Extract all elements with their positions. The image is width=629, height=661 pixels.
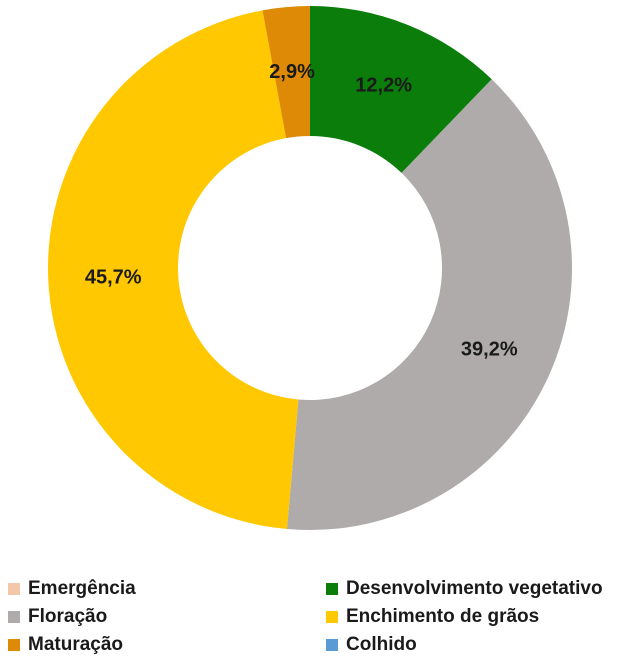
legend-label: Emergência (28, 578, 136, 599)
legend-item-maturacao: Maturação (8, 631, 123, 659)
legend-swatch (326, 583, 338, 595)
donut-slices (47, 6, 572, 530)
legend-item-desenvolvimento-vegetativo: Desenvolvimento vegetativo (326, 575, 603, 603)
legend-swatch (8, 583, 20, 595)
legend-item-floracao: Floração (8, 603, 107, 631)
legend-label: Maturação (28, 634, 124, 655)
donut-chart: 12,2% 39,2% 45,7% 2,9% (47, 6, 572, 530)
slice-enchimento-de-graos (47, 10, 299, 529)
slice-maturacao (262, 6, 310, 139)
legend-item-colhido: Colhido (326, 631, 417, 659)
slice-labels: 12,2% 39,2% 45,7% 2,9% (85, 61, 518, 361)
legend-label: Enchimento de grãos (346, 606, 540, 627)
slice-label-desenvolvimento-vegetativo: 12,2% (355, 74, 412, 96)
legend-label: Floração (28, 606, 108, 627)
slice-desenvolvimento-vegetativo (310, 6, 492, 173)
legend-label: Desenvolvimento vegetativo (346, 578, 603, 599)
legend-swatch (326, 639, 338, 651)
legend-swatch (8, 611, 20, 623)
legend-label: Colhido (346, 634, 417, 655)
legend-item-emergencia: Emergência (8, 575, 136, 603)
legend-swatch (326, 611, 338, 623)
slice-floracao (286, 79, 572, 530)
legend-item-enchimento-de-graos: Enchimento de grãos (326, 603, 539, 631)
slice-label-enchimento-de-graos: 45,7% (85, 266, 142, 288)
chart-legend: Emergência Desenvolvimento vegetativo Flor… (0, 575, 629, 661)
slice-label-floracao: 39,2% (461, 339, 518, 361)
slice-label-maturacao: 2,9% (269, 61, 315, 83)
legend-swatch (8, 639, 20, 651)
